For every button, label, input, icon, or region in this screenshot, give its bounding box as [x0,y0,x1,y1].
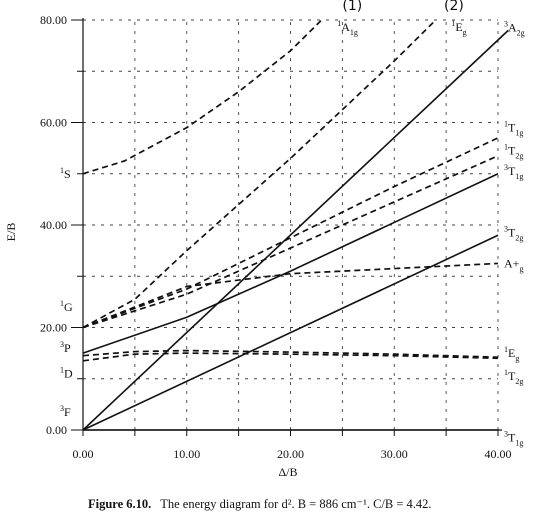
right-term-label: A+g [504,256,523,273]
right-term-label: 3T2g [504,225,523,243]
right-term-label: 3A2g [504,20,525,38]
curve-3a2g-2 [82,29,509,431]
x-axis-title: Δ/B [278,465,297,479]
caption-text: The energy diagram for d². B = 886 cm⁻¹.… [160,497,431,511]
curve-a1g-6 [82,262,499,329]
x-tick-label: 0.00 [73,447,94,461]
term-labels: 1S 1G 3P 1D 3F 3A2g 1T1g 1T2g 3T1g 3T2g A+g 1Eg 1T2g… [60,0,525,448]
curve-1t2g-4 [82,352,499,362]
handwritten-annotation: (1) [342,0,362,14]
handwritten-annotation: (2) [444,0,464,14]
x-tick-label: 20.00 [277,447,304,461]
curve-1t2g-7 [82,155,499,329]
tick-labels: 0.00 20.00 40.00 60.00 80.00 0.00 10.00 20.00 30… [40,13,512,461]
y-tick-label: 40.00 [40,218,67,232]
left-term-label: 3F [60,404,71,419]
figure-caption: Figure 6.10. The energy diagram for d². … [88,497,432,511]
right-term-label: 1T2g [504,368,523,386]
curve-1eg-9 [82,19,437,329]
caption-label: Figure 6.10. [88,497,151,511]
left-term-label: 1D [60,366,73,381]
curve-1a1g-10 [82,19,323,175]
left-term-label: 1S [60,166,71,181]
curve-1t1g-8 [82,137,499,329]
energy-curves [82,19,509,431]
x-tick-label: 30.00 [381,447,408,461]
right-term-label: 3T1g [504,430,523,448]
curve-1eg-5 [82,349,499,359]
right-term-label: 3T1g [504,163,523,181]
right-term-label: 1Eg [504,345,519,363]
left-term-label: 3P [60,340,71,355]
x-tick-label: 40.00 [485,447,512,461]
curve-3t1g-3 [82,173,499,354]
y-tick-label: 80.00 [40,13,67,27]
y-tick-label: 20.00 [40,321,67,335]
y-tick-label: 0.00 [46,423,67,437]
axes [71,18,502,436]
y-tick-label: 60.00 [40,116,67,130]
x-tick-label: 10.00 [173,447,200,461]
right-term-label: 1T2g [504,143,523,161]
curve-3t2g-1 [82,234,499,431]
grid-lines [83,19,499,430]
left-term-label: 1G [60,299,73,314]
right-term-label: 1T1g [504,120,523,138]
top-term-label: 1A1g [337,19,358,37]
y-axis-title: E/B [4,223,18,242]
top-term-label: 1Eg [451,19,466,37]
